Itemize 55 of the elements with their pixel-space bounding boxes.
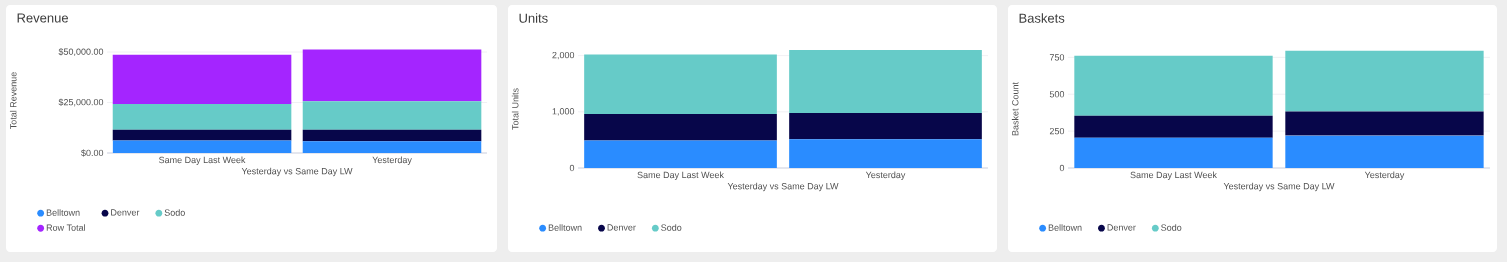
x-tick-label: Same Day Last Week: [159, 156, 246, 165]
bar: [1074, 137, 1273, 168]
chart-title: Baskets: [1019, 13, 1065, 23]
y-tick-label: 250: [1049, 127, 1065, 135]
y-tick-label: 2,000: [552, 51, 575, 60]
x-tick-label: Yesterday: [372, 156, 412, 165]
legend-label: Belltown: [46, 209, 80, 216]
y-tick-label: 500: [1049, 91, 1065, 98]
x-axis-title: Yesterday vs Same Day LW: [727, 182, 839, 192]
bar: [584, 140, 777, 168]
y-tick-label: $50,000.00: [58, 48, 104, 56]
legend-label: Belltown: [548, 224, 582, 231]
y-tick-label: 750: [1049, 54, 1065, 61]
y-tick-label: 0: [1059, 164, 1065, 172]
y-axis-title: Total Revenue: [9, 72, 17, 130]
bar: [1285, 135, 1484, 168]
bar: [584, 54, 777, 115]
y-tick-label: 0: [569, 164, 575, 172]
x-tick-label: Yesterday: [865, 171, 906, 180]
x-tick-label: Same Day Last Week: [637, 171, 724, 180]
legend-label: Sodo: [1161, 224, 1182, 231]
bar: [789, 50, 982, 113]
bar: [112, 129, 292, 141]
bar: [584, 114, 777, 141]
x-tick-label: Same Day Last Week: [1130, 171, 1217, 180]
legend-label: Denver: [111, 209, 140, 216]
x-axis-title: Yesterday vs Same Day LW: [241, 167, 353, 177]
bar: [789, 112, 982, 140]
bar: [112, 103, 292, 130]
bar: [302, 129, 482, 142]
x-tick-label: Yesterday: [1364, 171, 1405, 180]
legend-label: Row Total: [46, 224, 85, 231]
x-axis-title: Yesterday vs Same Day LW: [1223, 182, 1335, 192]
bar: [302, 49, 482, 102]
chart-title: Revenue: [17, 13, 68, 23]
bar: [302, 141, 482, 153]
bar: [1285, 111, 1484, 136]
bar: [789, 139, 982, 168]
bar: [1074, 55, 1273, 116]
y-tick-label: $0.00: [81, 149, 104, 157]
y-tick-label: $25,000.00: [58, 98, 104, 107]
bar: [302, 101, 482, 130]
y-tick-label: 1,000: [552, 108, 575, 116]
bar: [1285, 50, 1484, 112]
legend-label: Sodo: [164, 209, 185, 216]
bar: [112, 54, 292, 104]
legend-label: Denver: [1107, 224, 1136, 231]
chart-title: Units: [519, 13, 548, 23]
bar: [112, 140, 292, 153]
y-axis-title: Total Units: [511, 88, 519, 130]
legend-label: Sodo: [661, 224, 682, 231]
legend-label: Denver: [607, 224, 636, 231]
bar: [1074, 115, 1273, 138]
legend-label: Belltown: [1048, 224, 1082, 231]
y-axis-title: Basket Count: [1011, 82, 1019, 136]
